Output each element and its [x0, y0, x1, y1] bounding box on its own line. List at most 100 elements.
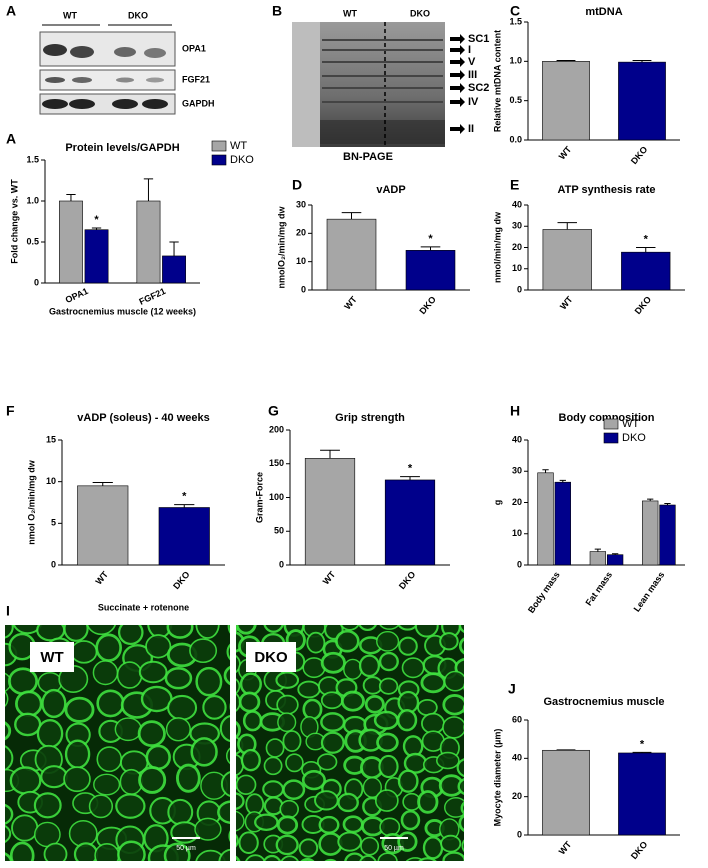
- cell: [15, 714, 40, 735]
- significance-star: *: [640, 738, 645, 750]
- gel-band-label: IV: [468, 96, 479, 108]
- cell: [441, 836, 460, 852]
- bar: [385, 480, 435, 565]
- y-tick-label: 0.5: [26, 236, 39, 246]
- cell: [38, 720, 62, 747]
- cell: [35, 793, 61, 817]
- cell: [336, 631, 358, 651]
- cell: [377, 632, 399, 651]
- x-tick-label: Lean mass: [632, 570, 667, 614]
- cell: [140, 662, 167, 682]
- cell: [280, 801, 298, 818]
- cell: [318, 754, 337, 770]
- cell: [464, 699, 486, 719]
- x-tick-label: DKO: [629, 144, 650, 166]
- cell: [443, 717, 465, 738]
- cell: [196, 611, 218, 638]
- error-bar: [320, 450, 340, 458]
- y-tick-label: 30: [296, 199, 306, 209]
- y-tick-label: 10: [512, 528, 522, 538]
- y-axis-label: g: [492, 500, 502, 506]
- cell: [399, 638, 417, 655]
- panel-letter: E: [510, 177, 519, 193]
- cell: [315, 791, 338, 809]
- scale-label: 50 µm: [384, 845, 404, 852]
- cell: [399, 771, 417, 792]
- cell: [197, 668, 221, 695]
- significance-star: *: [428, 233, 433, 245]
- cell: [464, 676, 485, 697]
- y-tick-label: 30: [512, 466, 522, 476]
- y-tick-label: 15: [46, 434, 56, 444]
- cell: [16, 692, 41, 716]
- y-tick-label: 20: [512, 497, 522, 507]
- cell: [464, 719, 482, 735]
- bar: [542, 61, 589, 140]
- cell: [380, 653, 398, 670]
- y-tick-label: 40: [512, 434, 522, 444]
- y-tick-label: 30: [512, 221, 522, 231]
- chart-title: Gastrocnemius muscle: [543, 696, 664, 708]
- blot-column: DKO: [128, 10, 148, 20]
- cell: [66, 698, 93, 721]
- y-axis-label: Gram-Force: [254, 472, 264, 523]
- panel-letter: F: [6, 403, 15, 419]
- cell: [12, 815, 37, 840]
- cell: [168, 696, 196, 720]
- cell: [11, 767, 40, 793]
- y-tick-label: 1.5: [26, 154, 39, 164]
- cell: [239, 832, 257, 853]
- y-tick-label: 20: [512, 791, 522, 801]
- cell: [322, 653, 344, 672]
- cell: [0, 721, 10, 741]
- blot: [40, 32, 175, 114]
- cell: [42, 690, 65, 717]
- x-tick-label: WT: [557, 839, 574, 857]
- chart-title: ATP synthesis rate: [557, 184, 655, 196]
- cell: [94, 774, 120, 794]
- y-axis-label: Relative mtDNA content: [492, 30, 502, 132]
- panel-letter: D: [292, 177, 302, 193]
- x-tick-label: DKO: [171, 569, 192, 591]
- cell: [190, 639, 216, 662]
- gel-band-label: SC2: [468, 82, 489, 94]
- cell: [460, 638, 477, 655]
- cell: [398, 710, 416, 730]
- y-tick-label: 0: [34, 277, 39, 287]
- bar: [137, 201, 160, 283]
- cell: [203, 696, 225, 719]
- y-tick-label: 10: [512, 263, 522, 273]
- significance-star: *: [94, 214, 99, 226]
- x-tick-label: WT: [321, 569, 338, 587]
- cell: [97, 747, 121, 771]
- panel-letter: J: [508, 681, 516, 697]
- panel-letter: I: [6, 603, 10, 619]
- gel-band-label: II: [468, 123, 474, 135]
- y-tick-label: 0: [517, 829, 522, 839]
- bar: [77, 486, 128, 565]
- bar: [542, 750, 589, 835]
- cell: [75, 843, 97, 863]
- bar: [327, 219, 376, 290]
- cell: [359, 613, 377, 630]
- y-tick-label: 60: [512, 714, 522, 724]
- y-tick-label: 10: [296, 256, 306, 266]
- legend-swatch: [212, 141, 226, 151]
- cell: [65, 617, 88, 641]
- cell: [71, 641, 96, 663]
- error-bar: [66, 194, 75, 201]
- cell: [298, 682, 319, 698]
- y-axis-label: Fold change vs. WT: [9, 179, 19, 264]
- cell: [37, 620, 64, 640]
- cell: [95, 844, 119, 863]
- legend-swatch: [604, 433, 618, 443]
- cell: [320, 817, 339, 833]
- error-bar: [633, 752, 652, 753]
- bar: [162, 256, 185, 283]
- cell: [116, 794, 144, 817]
- x-tick-label: WT: [342, 294, 359, 312]
- significance-star: *: [408, 462, 413, 474]
- panel-letter: B: [272, 3, 282, 19]
- y-tick-label: 20: [512, 242, 522, 252]
